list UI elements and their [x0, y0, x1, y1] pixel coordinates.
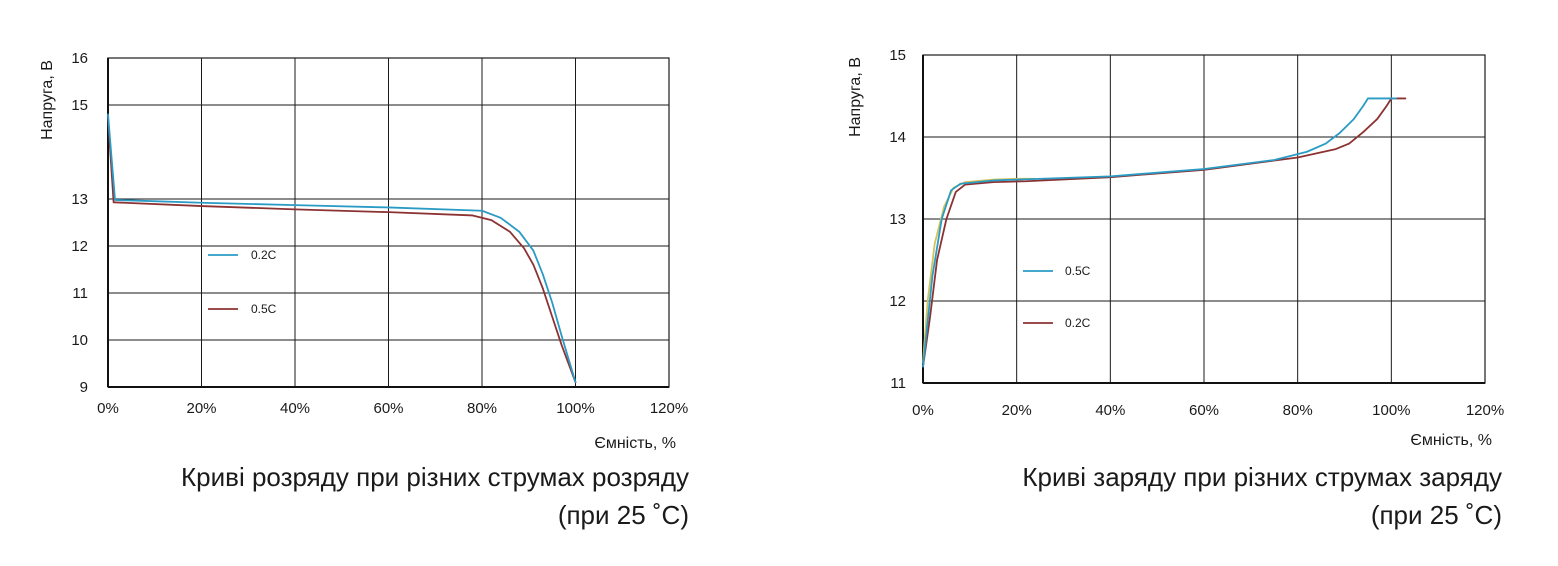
- y-tick-label: 9: [80, 379, 88, 396]
- y-tick-label: 13: [71, 191, 88, 208]
- series-line-05C: [107, 115, 577, 384]
- x-tick-label: 20%: [1002, 402, 1032, 419]
- y-axis-title: Напруга, В: [847, 57, 864, 137]
- y-tick-label: 11: [890, 375, 906, 392]
- y-tick-label: 15: [889, 47, 906, 64]
- chart-caption-conditions: (при 25 ˚С): [1371, 500, 1502, 530]
- legend-label: 0.5C: [251, 302, 277, 316]
- legend-label: 0.5C: [1065, 264, 1091, 278]
- y-axis-title: Напруга, В: [39, 60, 56, 140]
- x-tick-label: 20%: [186, 400, 216, 417]
- x-axis-title: Ємність, %: [1410, 432, 1492, 449]
- legend-label: 0.2C: [1065, 316, 1091, 330]
- legend: 0.2C 0.5C: [208, 248, 277, 316]
- x-tick-label: 60%: [1189, 402, 1219, 419]
- series-line-05C: [922, 97, 1397, 368]
- chart-caption-conditions: (при 25 ˚С): [558, 500, 689, 530]
- y-tick-label: 10: [71, 332, 88, 349]
- grid: [107, 57, 670, 388]
- discharge-curves-chart: 9 10 11 12 13 15 16 0% 20% 40% 60% 80% 100% 120% Ємніс…: [39, 50, 689, 530]
- x-tick-label: 60%: [373, 400, 403, 417]
- series-line-02C: [107, 113, 577, 384]
- series-group: [922, 97, 1407, 368]
- x-tick-label: 80%: [1283, 402, 1313, 419]
- y-tick-label: 16: [71, 50, 88, 67]
- x-tick-label: 0%: [912, 402, 934, 419]
- x-tick-label: 120%: [1466, 402, 1504, 419]
- x-tick-label: 100%: [556, 400, 594, 417]
- x-axis-title: Ємність, %: [594, 435, 676, 452]
- y-tick-label: 12: [71, 238, 88, 255]
- grid: [922, 54, 1486, 384]
- series-line: [922, 177, 1037, 364]
- x-tick-label: 80%: [467, 400, 497, 417]
- series-group: [107, 113, 577, 384]
- charge-curves-chart: 11 12 13 14 15 0% 20% 40% 60% 80% 100% 120% Ємність,…: [847, 47, 1504, 530]
- x-tick-label: 40%: [280, 400, 310, 417]
- legend: 0.5C 0.2C: [1023, 264, 1091, 330]
- y-tick-label: 13: [889, 211, 906, 228]
- x-tick-label: 0%: [97, 400, 119, 417]
- y-tick-label: 14: [889, 129, 906, 146]
- y-tick-label: 12: [889, 293, 906, 310]
- chart-caption: Криві заряду при різних струмах заряду: [1022, 462, 1502, 492]
- x-tick-label: 120%: [650, 400, 688, 417]
- y-tick-label: 11: [72, 285, 88, 302]
- y-tick-label: 15: [71, 97, 88, 114]
- x-tick-label: 100%: [1372, 402, 1410, 419]
- x-tick-label: 40%: [1095, 402, 1125, 419]
- legend-label: 0.2C: [251, 248, 277, 262]
- chart-caption: Криві розряду при різних струмах розряду: [181, 462, 689, 492]
